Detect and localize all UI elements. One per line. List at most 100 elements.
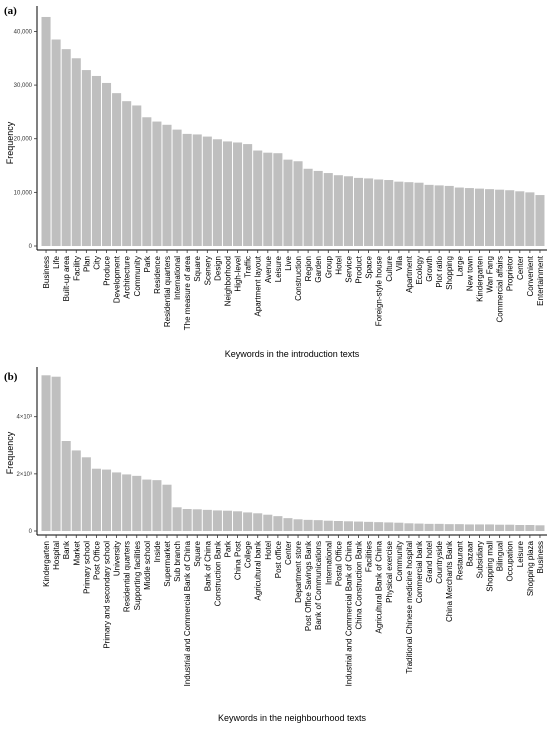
a-x-tick-label-14: The measure of area xyxy=(183,255,192,330)
b-x-tick-label-23: Post office xyxy=(274,540,283,578)
a-bar-48 xyxy=(525,192,535,246)
a-x-tick-label-7: Development xyxy=(113,255,122,303)
a-x-tick-label-23: Leisure xyxy=(274,255,283,282)
panel-b-x-axis-title: Keywords in the neighbourhood texts xyxy=(218,713,367,723)
b-x-tick-label-14: Industrial and Commercial Bank of China xyxy=(183,540,192,686)
b-bar-7 xyxy=(112,472,122,531)
a-x-tick-label-34: Culture xyxy=(385,255,394,281)
b-x-tick-label-20: College xyxy=(244,540,253,568)
a-x-tick-label-2: Built-up area xyxy=(62,255,71,301)
a-bar-40 xyxy=(444,185,454,246)
b-bar-29 xyxy=(333,521,343,531)
b-y-tick-label-1: 2×10³ xyxy=(16,472,32,478)
b-bar-19 xyxy=(233,511,243,531)
b-bar-46 xyxy=(505,524,515,531)
a-bar-31 xyxy=(353,177,364,246)
b-x-tick-label-4: Primary school xyxy=(82,541,91,594)
a-x-tick-label-45: Commercial affairs xyxy=(496,256,505,323)
b-bar-11 xyxy=(152,480,162,531)
b-x-tick-label-2: Bank xyxy=(62,540,71,559)
b-bar-41 xyxy=(454,524,464,531)
panel-a-x-axis: Business Life Built-up area Facility Plan Cit… xyxy=(37,249,547,330)
b-bar-48 xyxy=(525,525,535,531)
a-bar-15 xyxy=(192,134,202,246)
a-x-tick-label-30: Service xyxy=(344,255,353,282)
a-bar-49 xyxy=(535,195,545,246)
b-x-tick-label-11: Inside xyxy=(153,540,162,562)
a-x-tick-label-16: Scenery xyxy=(203,256,212,285)
a-x-tick-label-48: Convenient xyxy=(526,255,535,296)
b-bar-28 xyxy=(323,520,333,531)
b-bar-40 xyxy=(444,524,454,531)
a-bar-38 xyxy=(424,184,434,246)
b-bar-24 xyxy=(283,518,293,531)
a-x-tick-label-40: Shopping xyxy=(445,256,454,290)
a-bar-39 xyxy=(434,185,444,246)
b-x-tick-label-28: International xyxy=(324,541,333,585)
b-x-tick-label-18: Park xyxy=(223,540,232,557)
b-bar-33 xyxy=(374,522,384,531)
b-bar-36 xyxy=(404,523,414,531)
b-x-tick-label-45: Bilingual xyxy=(496,541,505,571)
b-x-tick-label-21: Agricultural bank xyxy=(254,540,263,601)
a-bar-11 xyxy=(152,121,162,246)
a-x-tick-label-27: Garden xyxy=(314,256,323,283)
a-x-tick-label-15: Square xyxy=(193,255,202,281)
a-x-tick-label-36: Apartment xyxy=(405,255,414,293)
panel-a-bars xyxy=(41,16,545,247)
a-bar-17 xyxy=(212,139,222,246)
panel-b-bars xyxy=(41,375,545,531)
panel-b-label: (b) xyxy=(4,371,18,383)
a-bar-13 xyxy=(172,129,182,246)
b-bar-3 xyxy=(71,450,81,531)
b-x-tick-label-9: Supporting facilities xyxy=(133,541,142,610)
a-bar-33 xyxy=(374,179,384,246)
b-x-tick-label-25: Department store xyxy=(294,540,303,602)
a-bar-8 xyxy=(122,101,132,247)
a-x-tick-label-1: Life xyxy=(52,255,61,268)
panel-a-label: (a) xyxy=(4,5,17,17)
a-bar-10 xyxy=(142,117,152,247)
a-x-tick-label-35: Villa xyxy=(395,255,404,271)
a-y-tick-label-4: 40,000 xyxy=(14,29,33,35)
b-bar-38 xyxy=(424,523,434,531)
b-bar-17 xyxy=(212,510,222,531)
panel-b-x-axis: Kindergarten Hospital Bank Market Primary sc… xyxy=(37,534,547,686)
a-x-tick-label-20: Traffic xyxy=(244,256,253,278)
b-x-tick-label-13: Sub branch xyxy=(173,541,182,582)
a-x-tick-label-12: Residential quarters xyxy=(163,256,172,327)
b-bar-6 xyxy=(101,469,112,531)
a-x-tick-label-41: Large xyxy=(455,255,464,276)
a-x-tick-label-42: New town xyxy=(465,256,474,291)
a-x-tick-label-46: Proprietor xyxy=(506,256,515,291)
a-bar-24 xyxy=(283,159,293,246)
b-y-tick-label-2: 4×10³ xyxy=(16,415,32,421)
a-x-tick-label-17: Design xyxy=(213,256,222,281)
a-bar-42 xyxy=(464,188,474,246)
b-bar-8 xyxy=(122,474,132,531)
b-bar-9 xyxy=(132,475,142,531)
b-bar-13 xyxy=(172,507,182,531)
b-bar-27 xyxy=(313,520,323,531)
a-bar-1 xyxy=(51,39,61,246)
a-bar-23 xyxy=(273,153,283,246)
b-bar-47 xyxy=(515,525,525,531)
b-x-tick-label-30: Industrial and Commercial Bank of China xyxy=(344,540,353,686)
b-x-tick-label-48: Shopping plaza xyxy=(526,540,535,596)
a-bar-4 xyxy=(81,70,91,246)
a-x-tick-label-19: High-level xyxy=(234,256,243,292)
a-x-tick-label-32: Space xyxy=(365,255,374,278)
a-x-tick-label-18: Neighborhood xyxy=(223,256,232,306)
b-x-tick-label-6: Primary and secondary school xyxy=(103,541,112,649)
b-x-tick-label-32: Facilities xyxy=(365,541,374,572)
a-x-tick-label-33: Foreign-style house xyxy=(375,255,384,326)
a-bar-9 xyxy=(132,105,142,246)
a-x-tick-label-22: Avenue xyxy=(264,255,273,283)
b-x-tick-label-38: Grand hotel xyxy=(425,541,434,583)
b-bar-45 xyxy=(495,524,505,531)
b-bar-39 xyxy=(434,523,444,531)
a-bar-20 xyxy=(243,144,253,246)
b-bar-42 xyxy=(464,524,474,531)
b-x-tick-label-17: Construction Bank xyxy=(213,540,222,606)
a-x-tick-label-44: Wan Fang xyxy=(486,256,495,293)
